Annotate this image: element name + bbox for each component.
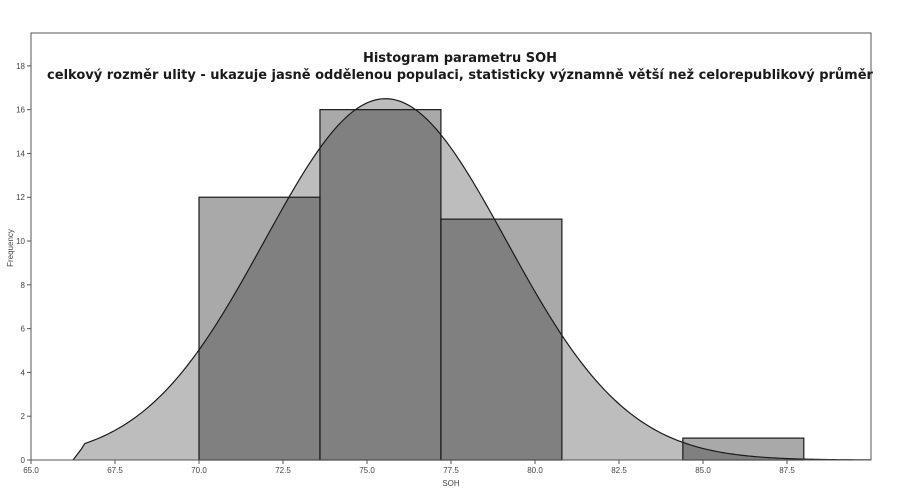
y-tick-label: 16 xyxy=(16,106,25,115)
chart-subtitle: celkový rozměr ulity - ukazuje jasně odd… xyxy=(47,68,873,83)
axes: 65.0 67.5 70.0 72.5 75.0 77.5 80.0 82.5 85.0 87.5… xyxy=(16,32,872,475)
chart-title: Histogram parametru SOH xyxy=(363,51,557,66)
y-tick-label: 10 xyxy=(16,237,25,246)
x-tick-label: 85.0 xyxy=(695,466,711,475)
x-tick-label: 67.5 xyxy=(107,466,123,475)
y-axis-label: Frequency xyxy=(6,229,15,267)
overlap-region xyxy=(199,109,804,460)
x-tick-label: 70.0 xyxy=(191,466,207,475)
y-tick-label: 4 xyxy=(21,368,26,377)
x-tick-label: 72.5 xyxy=(275,466,291,475)
x-tick-label: 87.5 xyxy=(779,466,795,475)
x-tick-label: 82.5 xyxy=(611,466,627,475)
y-tick-label: 12 xyxy=(16,193,25,202)
y-tick-label: 6 xyxy=(21,325,26,334)
y-tick-label: 0 xyxy=(21,456,26,465)
x-tick-label: 77.5 xyxy=(443,466,459,475)
x-tick-label: 75.0 xyxy=(359,466,375,475)
x-axis-label: SOH xyxy=(442,479,460,488)
y-tick-label: 18 xyxy=(16,62,25,71)
plot-area xyxy=(72,98,872,461)
y-tick-label: 8 xyxy=(21,281,26,290)
y-tick-label: 2 xyxy=(21,412,26,421)
x-tick-label: 80.0 xyxy=(527,466,543,475)
density-curve xyxy=(72,98,872,461)
y-tick-label: 14 xyxy=(16,149,25,158)
histogram-bar-overlap-2 xyxy=(319,109,441,460)
x-tick-label: 65.0 xyxy=(23,466,39,475)
